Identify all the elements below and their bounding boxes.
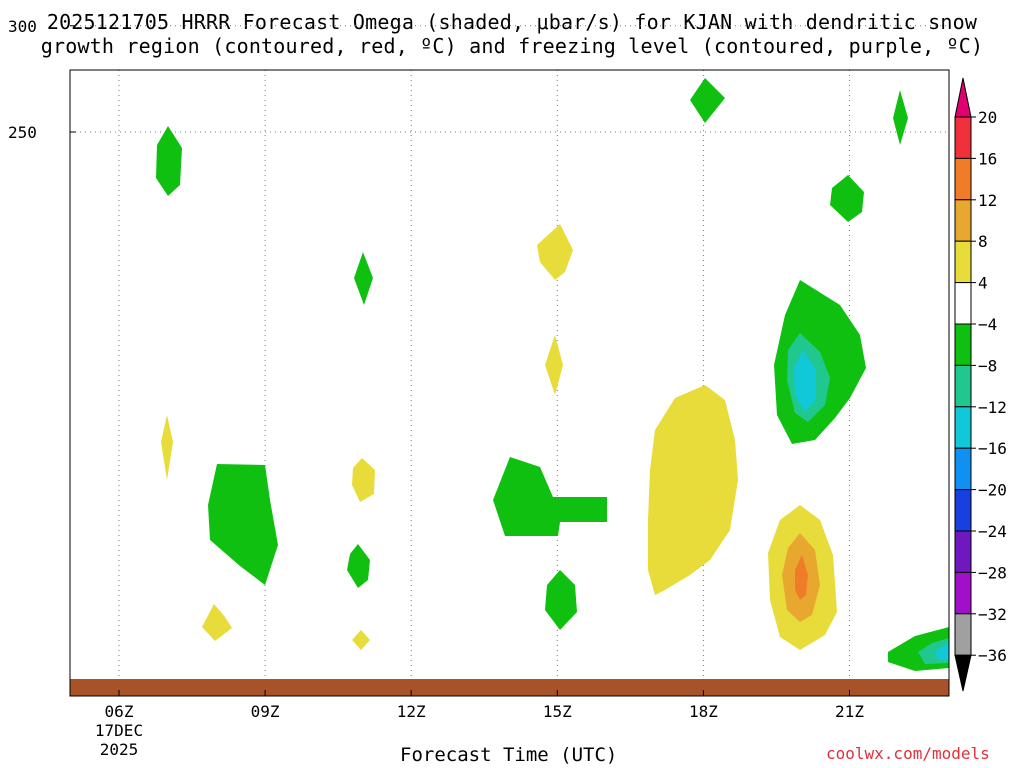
y-tick-label-300: 300 — [8, 17, 37, 36]
chart-title-line-1: 2025121705 HRRR Forecast Omega (shaded, … — [46, 10, 978, 34]
colorbar-label-3: 8 — [978, 232, 988, 251]
ascent-region-18z-top — [690, 78, 725, 123]
x-date-label-day: 17DEC — [95, 721, 143, 740]
colorbar-label-5: −4 — [978, 315, 997, 334]
colorbar-bin-16-to-20 — [954, 116, 972, 159]
colorbar-bin--28-to--24 — [954, 530, 972, 573]
descent-region-11z-low — [352, 630, 370, 650]
colorbar: 20 16 12 8 4 −4 −8 −12 −16 −20 −24 −28 −32 −36 — [954, 77, 1007, 692]
colorbar-bin--12-to--8 — [954, 364, 972, 408]
y-tick-label-250: 250 — [8, 123, 37, 142]
colorbar-bin--8-to--4 — [954, 323, 972, 366]
colorbar-label-13: −36 — [978, 646, 1007, 665]
descent-region-11z-mid — [352, 458, 375, 502]
ascent-region-14z-low — [493, 457, 607, 536]
colorbar-label-12: −32 — [978, 605, 1007, 624]
colorbar-bin-8-to-12 — [954, 199, 972, 242]
colorbar-label-1: 16 — [978, 149, 997, 168]
ascent-region-22z-top — [893, 90, 908, 145]
descent-region-15z-mid — [545, 335, 563, 395]
ascent-region-09z-low — [208, 464, 278, 585]
colorbar-bin--16-to--12 — [954, 406, 972, 449]
site-credit: coolwx.com/models — [826, 744, 990, 763]
colorbar-bin-12-to-16 — [954, 157, 972, 201]
ascent-region-11z-low — [347, 544, 370, 588]
colorbar-bin--40-to--36 — [954, 654, 972, 692]
x-tick-label-21Z: 21Z — [835, 702, 864, 721]
colorbar-label-4: 4 — [978, 274, 988, 293]
x-tick-label-15Z: 15Z — [543, 702, 572, 721]
x-tick-label-09Z: 09Z — [251, 702, 280, 721]
x-tick-label-12Z: 12Z — [397, 702, 426, 721]
ascent-region-11z-upper — [354, 252, 373, 305]
colorbar-bin--4-to-4 — [954, 282, 972, 325]
colorbar-label-2: 12 — [978, 191, 997, 210]
colorbar-label-8: −16 — [978, 439, 1007, 458]
x-tick-label-06Z: 06Z — [105, 702, 134, 721]
ascent-region-20z-inner — [794, 350, 816, 412]
descent-region-18z-broad — [648, 385, 738, 595]
ascent-region-23z-inner — [935, 643, 949, 660]
colorbar-label-0: 20 — [978, 108, 997, 127]
descent-region-15z-upper — [537, 224, 573, 280]
colorbar-bin--20-to--16 — [954, 447, 972, 491]
colorbar-bin--36-to--32 — [954, 613, 972, 656]
terrain-surface — [70, 679, 949, 696]
descent-region-08z-low — [202, 604, 232, 641]
colorbar-bin-4-to-8 — [954, 240, 972, 284]
ascent-region-15z-low — [545, 570, 577, 630]
colorbar-bin-20-to-24 — [954, 77, 972, 118]
ascent-region-21z-upper — [830, 175, 864, 222]
colorbar-bin--24-to--20 — [954, 489, 972, 532]
ascent-region-07z-high — [156, 126, 182, 196]
colorbar-label-6: −8 — [978, 356, 997, 375]
colorbar-label-11: −28 — [978, 563, 1007, 582]
colorbar-label-7: −12 — [978, 398, 1007, 417]
colorbar-label-10: −24 — [978, 522, 1007, 541]
x-axis-label: Forecast Time (UTC) — [400, 744, 618, 766]
colorbar-label-9: −20 — [978, 481, 1007, 500]
chart-title-line-2: growth region (contoured, red, ºC) and f… — [40, 34, 984, 58]
colorbar-bin--32-to--28 — [954, 571, 972, 615]
descent-region-20z-inner — [795, 555, 808, 600]
plot-frame — [69, 69, 950, 697]
descent-region-07z-mid — [161, 415, 173, 480]
x-tick-label-18Z: 18Z — [689, 702, 718, 721]
omega-shading — [156, 78, 949, 671]
y-axis: 2503003504004505005506006507007508008509… — [8, 17, 76, 142]
x-date-label-year: 2025 — [100, 740, 139, 759]
